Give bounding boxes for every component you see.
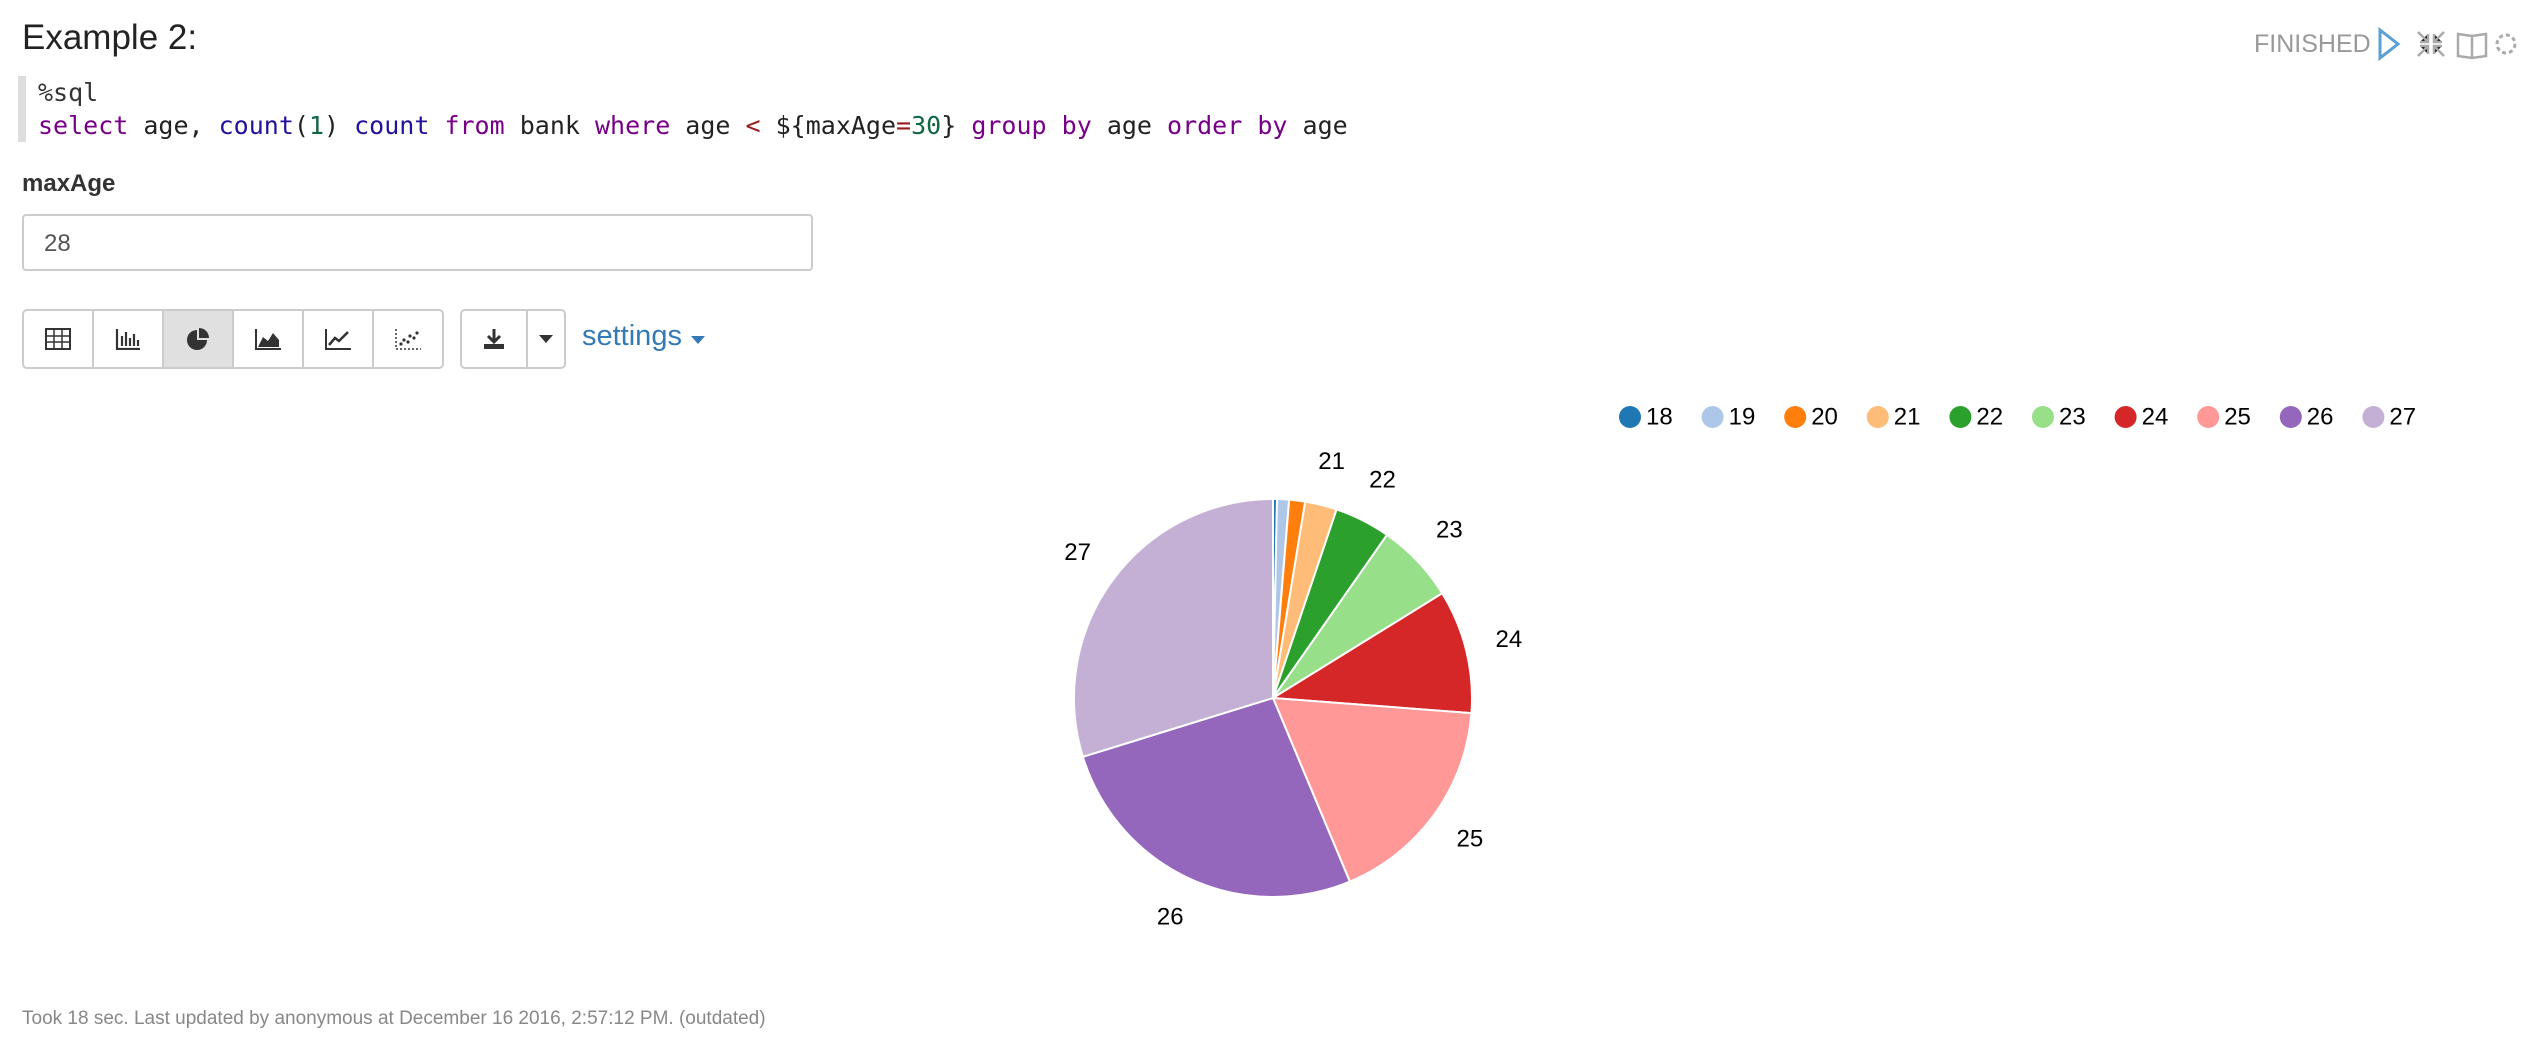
code-token: ${maxAge: [760, 111, 897, 140]
settings-gear[interactable]: [2495, 33, 2517, 55]
legend-label: 21: [1894, 403, 1921, 430]
slice-label: 27: [1064, 539, 1091, 566]
status: FINISHED: [2254, 30, 2371, 58]
collapse-button[interactable]: [2417, 31, 2445, 57]
legend-label: 24: [2142, 403, 2169, 430]
code-token: ): [324, 111, 355, 140]
pie-chart-button[interactable]: [164, 311, 234, 367]
legend-label: 19: [1729, 403, 1756, 430]
legend-label: 23: [2059, 403, 2086, 430]
code-token: order: [1167, 111, 1243, 140]
legend-marker: [2362, 406, 2385, 428]
pie-chart: 21 22 23 24 25 26 27 18 19 20 21 22 23 24 25 26 27: [1064, 403, 2416, 930]
legend-label: 18: [1646, 403, 1673, 430]
download-dropdown[interactable]: [528, 311, 564, 367]
code-token: [429, 111, 444, 140]
code-token: group: [971, 111, 1047, 140]
legend-label: 26: [2307, 403, 2334, 430]
pie-slice: [1269, 591, 1473, 715]
code-token: age,: [128, 111, 219, 140]
settings-toggle[interactable]: settings: [582, 320, 706, 353]
legend-marker: [2197, 406, 2220, 428]
run-button[interactable]: [2378, 26, 2401, 62]
code-token: 1: [308, 111, 325, 140]
settings-label[interactable]: settings: [582, 320, 682, 352]
legend-marker: [2279, 406, 2302, 428]
code-editor[interactable]: %sql select age, count(1) count from bank…: [18, 76, 1348, 142]
pie-slice: [1073, 497, 1274, 759]
download-button[interactable]: [462, 311, 528, 367]
pie-slice: [1081, 696, 1352, 898]
legend-marker: [2032, 406, 2054, 428]
slice-label: 24: [1496, 626, 1523, 653]
paragraph-controls: [2378, 26, 2517, 62]
code-token: [1242, 111, 1257, 140]
form-label: maxAge: [22, 170, 116, 197]
slice-label: 22: [1369, 467, 1396, 494]
legend-label: 25: [2224, 403, 2251, 430]
legend-marker: [1701, 406, 1724, 428]
footer-status: Took 18 sec. Last updated by anonymous a…: [22, 1008, 766, 1029]
legend-marker: [1784, 406, 1807, 428]
code-token: by: [1257, 111, 1288, 140]
slice-label: 26: [1157, 903, 1184, 930]
code-token: age: [1091, 111, 1168, 140]
code-token: bank: [504, 111, 595, 140]
code-token: }: [941, 111, 972, 140]
code-token: age: [670, 111, 746, 140]
code-token: from: [444, 111, 505, 140]
bar-chart-button[interactable]: [94, 311, 164, 367]
code-token: 30: [911, 111, 942, 140]
legend-label: 27: [2389, 403, 2416, 430]
paragraph-title: Example 2:: [22, 18, 198, 57]
code-token: %sql: [38, 78, 99, 107]
legend-label: 20: [1811, 403, 1838, 430]
chart-type-buttons: [22, 309, 444, 369]
code-token: age: [1287, 111, 1348, 140]
text-input[interactable]: 28: [22, 214, 813, 271]
pie-slice: [1271, 696, 1473, 883]
slice-label: 23: [1436, 517, 1463, 544]
editor-toggle[interactable]: [2456, 32, 2488, 60]
code-token: count: [218, 111, 294, 140]
download-group: [460, 309, 566, 369]
legend-marker: [1866, 406, 1889, 428]
slice-label: 25: [1456, 825, 1483, 852]
code-token: where: [594, 111, 671, 140]
code-token: select: [38, 111, 129, 140]
legend-marker: [1619, 406, 1641, 428]
code-token: (: [293, 111, 309, 140]
legend-marker: [1949, 406, 1972, 428]
line-chart-button[interactable]: [304, 311, 374, 367]
code-token: by: [1061, 111, 1092, 140]
legend-label: 22: [1976, 403, 2003, 430]
code-token: [1047, 111, 1062, 140]
area-chart-button[interactable]: [234, 311, 304, 367]
code-token: count: [354, 111, 430, 140]
legend-marker: [2114, 406, 2137, 428]
code-token: =: [896, 111, 912, 140]
code-line: %sql: [38, 76, 1348, 109]
caret: [691, 336, 706, 344]
table-button[interactable]: [24, 311, 94, 367]
slice-label: 21: [1318, 448, 1345, 475]
code-token: <: [745, 111, 761, 140]
code-line: select age, count(1) count from bank whe…: [38, 109, 1348, 142]
scatter-chart-button[interactable]: [374, 311, 442, 367]
